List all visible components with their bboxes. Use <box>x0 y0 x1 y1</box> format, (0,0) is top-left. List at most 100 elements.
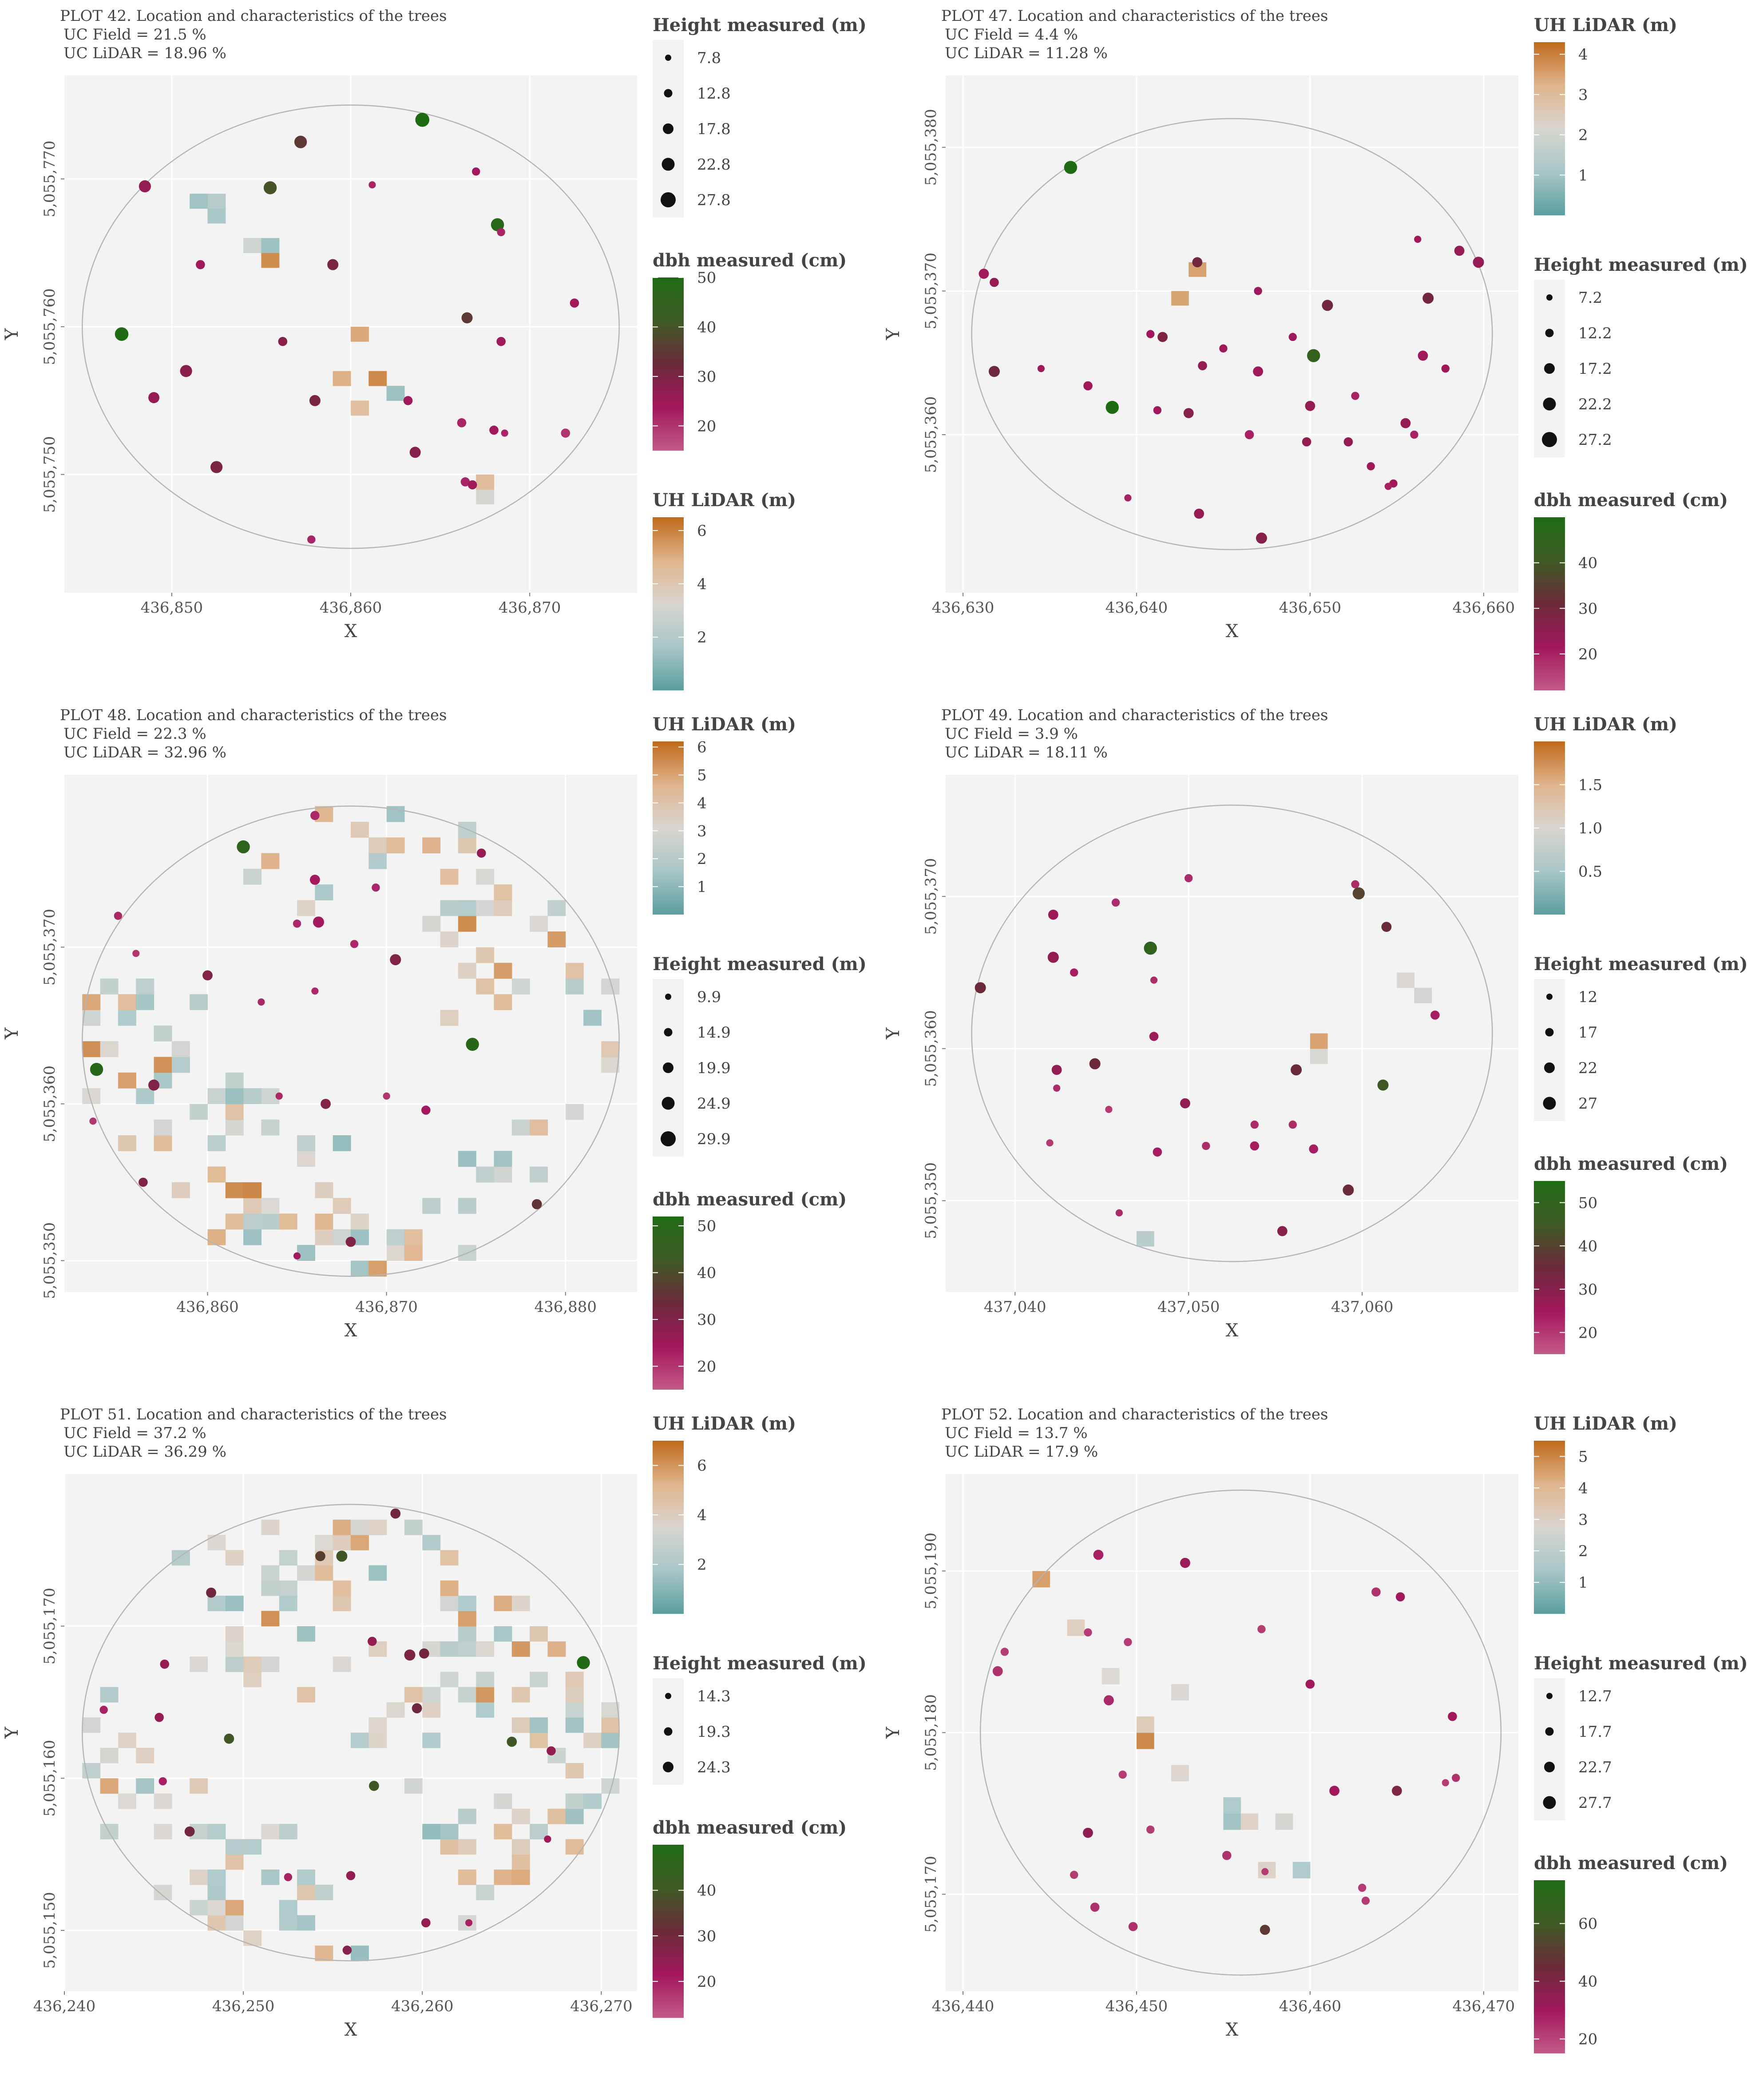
tree-point <box>1070 968 1078 977</box>
canopy-cell <box>207 1166 226 1183</box>
canopy-cell <box>171 1057 190 1073</box>
chart-svg: 436,630 436,640 436,650 436,660 5,055,360 5,0… <box>883 15 1747 690</box>
tree-point <box>1441 364 1450 373</box>
canopy-cell <box>225 1550 244 1566</box>
legend-label: 22.8 <box>697 156 731 174</box>
canopy-cell <box>333 1596 351 1611</box>
canopy-cell <box>315 1565 333 1581</box>
tree-point <box>1153 406 1162 415</box>
canopy-cell <box>261 1119 280 1136</box>
tree-point <box>412 1703 422 1714</box>
y-tick-label: 5,055,190 <box>922 1533 940 1609</box>
legend-size-dot <box>1545 329 1554 337</box>
canopy-cell <box>154 1057 172 1073</box>
chart-subtitle-line: UC Field = 13.7 % <box>945 1424 1088 1442</box>
canopy-cell <box>225 1104 244 1120</box>
canopy-cell <box>422 1535 441 1550</box>
legend-title: UH LiDAR (m) <box>653 714 796 735</box>
y-tick-label: 5,055,170 <box>41 1588 59 1664</box>
y-axis-label: Y <box>883 1727 903 1739</box>
canopy-cell <box>351 326 369 342</box>
tree-point <box>1414 235 1422 243</box>
x-axis-label: X <box>1226 1320 1239 1341</box>
chart-title-block: PLOT 48. Location and characteristics of… <box>60 706 447 762</box>
y-axis-label: Y <box>2 1027 22 1040</box>
legend-title: Height measured (m) <box>1534 1653 1747 1674</box>
canopy-cell <box>476 1687 495 1703</box>
tree-point <box>336 1550 348 1562</box>
legend-label: 22.2 <box>1578 396 1612 413</box>
tree-point <box>350 940 359 948</box>
canopy-cell <box>315 1885 333 1901</box>
tree-point <box>1302 437 1311 447</box>
legend-label: 14.3 <box>697 1688 731 1705</box>
canopy-cell <box>315 1229 333 1245</box>
legend-label: 7.8 <box>697 49 721 67</box>
canopy-cell <box>458 1611 476 1627</box>
canopy-cell <box>243 1213 262 1230</box>
canopy-cell <box>476 900 495 916</box>
canopy-cell <box>511 1596 530 1611</box>
y-tick-label: 5,055,180 <box>922 1694 940 1771</box>
legend-size-dot <box>1545 1028 1554 1037</box>
canopy-cell <box>261 1213 280 1230</box>
tree-point <box>202 970 213 981</box>
canopy-cell <box>583 1793 602 1809</box>
x-tick-label: 436,660 <box>1453 599 1515 617</box>
legend-label: 4 <box>697 1506 707 1524</box>
canopy-cell <box>422 1198 441 1214</box>
canopy-cell <box>511 1687 530 1703</box>
y-tick-label: 5,055,370 <box>922 253 940 329</box>
canopy-cell <box>351 1945 369 1961</box>
canopy-cell <box>243 1088 262 1104</box>
canopy-cell <box>386 1245 405 1261</box>
legend-colorbar <box>653 1845 684 2018</box>
canopy-cell <box>565 978 584 995</box>
chart-title-block: PLOT 47. Location and characteristics of… <box>941 7 1328 63</box>
legend-label: 17.7 <box>1578 1723 1612 1741</box>
canopy-cell <box>225 1641 244 1657</box>
x-tick-label: 436,860 <box>176 1298 239 1316</box>
canopy-cell <box>190 994 208 1010</box>
tree-point <box>1384 483 1392 490</box>
canopy-cell <box>207 1088 226 1104</box>
legend-label: 50 <box>697 269 716 287</box>
x-tick-label: 436,440 <box>932 1997 994 2015</box>
legend-colorbar <box>1534 1181 1565 1354</box>
tree-point <box>988 366 1000 377</box>
legend-label: 27.7 <box>1578 1794 1612 1812</box>
canopy-cell <box>297 1869 315 1885</box>
canopy-cell <box>243 1182 262 1198</box>
x-tick-label: 436,260 <box>391 1997 454 2015</box>
tree-point <box>421 1918 431 1928</box>
canopy-cell <box>333 1535 351 1550</box>
canopy-cell <box>494 994 512 1010</box>
tree-point <box>284 1873 293 1882</box>
canopy-cell <box>225 1213 244 1230</box>
legend-label: 40 <box>1578 1237 1597 1255</box>
canopy-cell <box>207 1824 226 1839</box>
canopy-cell <box>225 1119 244 1136</box>
chart-title-block: PLOT 51. Location and characteristics of… <box>60 1405 447 1461</box>
canopy-cell <box>530 1166 548 1183</box>
tree-point <box>1194 508 1204 519</box>
tree-point <box>114 911 123 920</box>
tree-point <box>1144 941 1157 955</box>
legend-label: 2 <box>697 850 707 868</box>
y-axis-label: Y <box>883 1027 903 1040</box>
tree-point <box>1254 287 1262 295</box>
tree-point <box>1422 293 1434 304</box>
canopy-cell <box>1171 1684 1189 1701</box>
canopy-cell <box>261 1611 280 1627</box>
canopy-cell <box>154 1885 172 1901</box>
tree-point <box>237 840 250 854</box>
legend-size-dot <box>1544 1062 1555 1073</box>
x-tick-label: 436,270 <box>570 1997 633 2015</box>
canopy-cell <box>351 821 369 838</box>
chart-svg: 436,850 436,860 436,870 5,055,750 5,055,760 5… <box>2 15 867 690</box>
tree-point <box>1124 494 1132 502</box>
canopy-cell <box>511 1854 530 1870</box>
canopy-cell <box>315 1535 333 1550</box>
tree-point <box>1104 1695 1114 1706</box>
chart-panel-1: PLOT 42. Location and characteristics of… <box>2 7 875 701</box>
